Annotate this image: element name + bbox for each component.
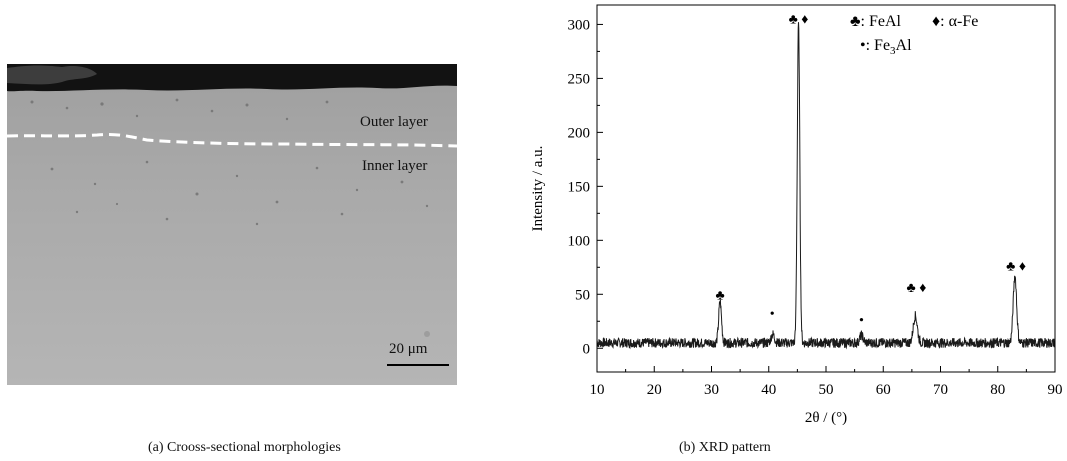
x-tick-label: 70 <box>933 382 948 398</box>
x-tick-label: 60 <box>876 382 891 398</box>
xrd-chart: 10 20 30 40 50 60 70 80 90 0 50 100 150 200 250 300 ♣ • ♣… <box>530 4 1063 426</box>
surface-dark-region <box>7 64 457 92</box>
scale-bar-label: 20 μm <box>389 341 428 357</box>
x-axis-label: 2θ / (°) <box>805 410 847 426</box>
plot-frame <box>596 4 1056 373</box>
x-tick-label: 80 <box>990 382 1005 398</box>
peak-marker: ♣ ♦ <box>907 281 927 296</box>
inner-layer-label: Inner layer <box>362 158 428 174</box>
y-tick-label: 150 <box>568 179 591 195</box>
x-tick-label: 30 <box>704 382 719 398</box>
caption-b: (b) XRD pattern <box>679 440 771 455</box>
legend: ♣: FeAl ♦: α-Fe •: Fe3Al <box>850 13 978 57</box>
x-tick-label: 50 <box>819 382 834 398</box>
peak-marker: ♣ <box>715 289 724 304</box>
y-tick-label: 200 <box>568 125 591 141</box>
x-tick-label: 10 <box>590 382 605 398</box>
xrd-pattern-line <box>596 22 1056 350</box>
x-tick-label: 40 <box>761 382 776 398</box>
peak-marker: • <box>859 314 864 329</box>
y-tick-label: 50 <box>575 287 590 303</box>
layer-boundary <box>7 98 457 337</box>
y-tick-label: 100 <box>568 233 591 249</box>
legend-entry-fe3al: •: Fe3Al <box>860 37 912 57</box>
y-tick-label: 250 <box>568 71 591 87</box>
peak-marker: ♣ ♦ <box>1006 260 1026 275</box>
x-tick-label: 90 <box>1048 382 1063 398</box>
peak-marker: • <box>770 307 775 322</box>
y-axis-label: Intensity / a.u. <box>530 146 546 232</box>
outer-layer-label: Outer layer <box>360 114 428 130</box>
peak-marker: ♣ ♦ <box>789 12 809 27</box>
cross-section-micrograph: Outer layer Inner layer 20 μm <box>7 64 457 385</box>
x-tick-label: 20 <box>647 382 662 398</box>
legend-entry-feal: ♣: FeAl <box>850 13 902 30</box>
caption-a: (a) Crooss-sectional morphologies <box>148 440 341 455</box>
legend-entry-alpha-fe: ♦: α-Fe <box>932 13 978 30</box>
scale-bar <box>387 364 449 366</box>
y-tick-label: 300 <box>568 17 591 33</box>
y-tick-label: 0 <box>583 341 591 357</box>
